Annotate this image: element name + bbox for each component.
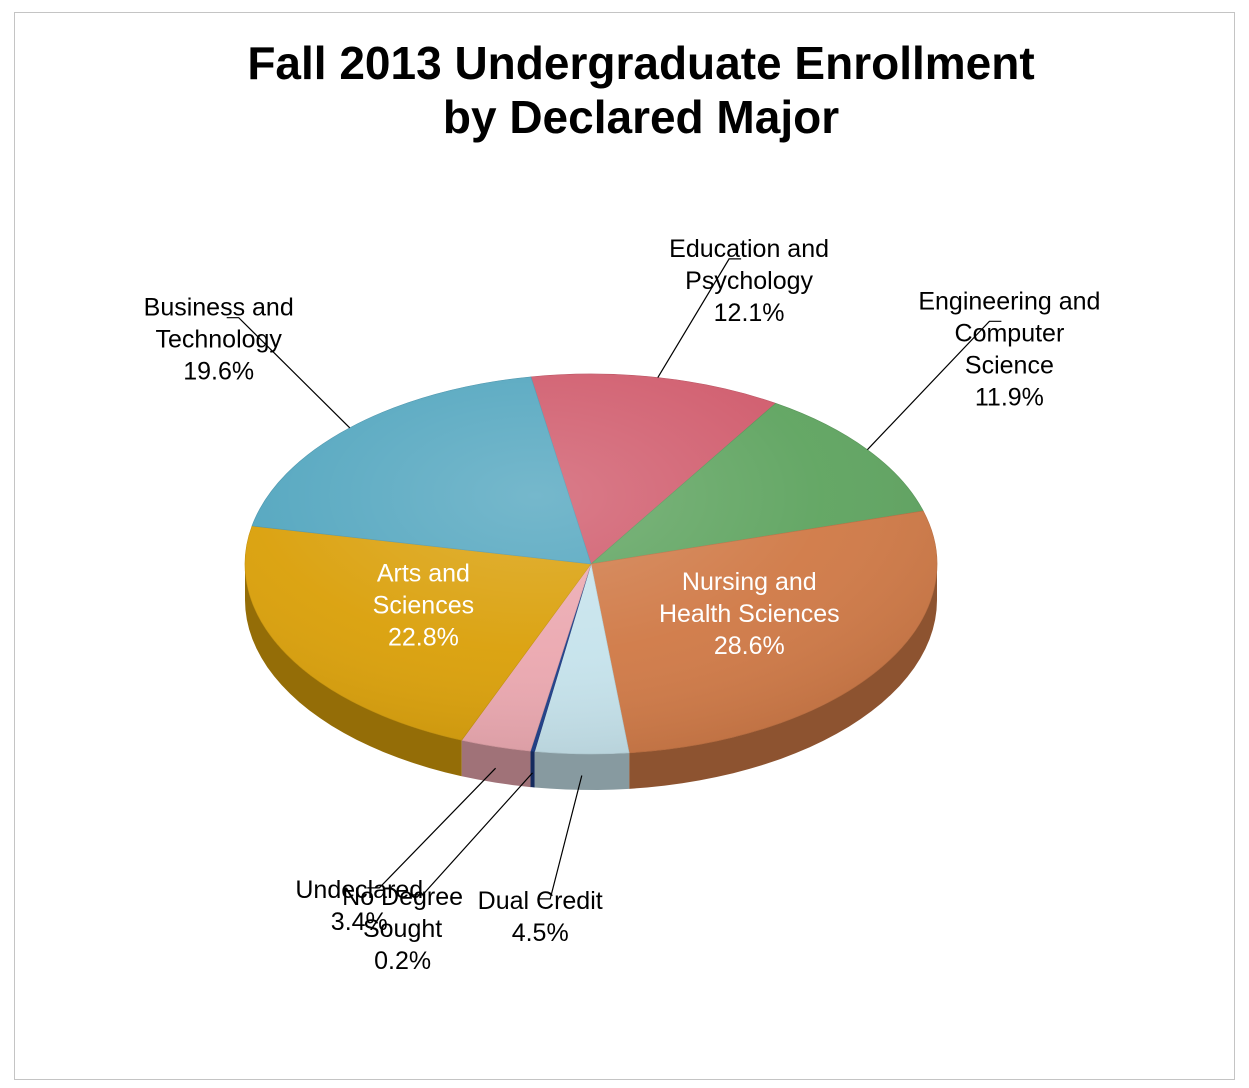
chart-area: Fall 2013 Undergraduate Enrollment by De… — [14, 12, 1235, 1080]
data-label-percent: 0.2% — [374, 947, 431, 975]
data-label-percent: 11.9% — [975, 383, 1044, 411]
leader-line-business-and-technology — [226, 317, 351, 429]
pie-side-dual-credit — [534, 751, 630, 790]
data-label-line: Science — [965, 351, 1054, 379]
data-label-line: Arts and — [377, 560, 470, 588]
data-label-line: No Degree — [342, 883, 463, 911]
pie-chart: Fall 2013 Undergraduate Enrollment by De… — [144, 37, 1101, 975]
data-label-line: Technology — [155, 326, 282, 354]
data-label-line: Business and — [144, 294, 294, 322]
data-label-percent: 22.8% — [388, 624, 459, 652]
data-label-undeclared: Undeclared 3.4% — [295, 876, 423, 936]
data-label-line: Nursing and — [682, 568, 817, 596]
chart-title-line-1: Fall 2013 Undergraduate Enrollment — [247, 37, 1034, 89]
data-label-percent: 28.6% — [714, 632, 785, 660]
data-label-percent: 4.5% — [512, 919, 569, 947]
data-label-line: Undeclared — [295, 876, 423, 904]
leader-line-dual-credit — [538, 775, 583, 900]
data-label-dual-credit: Dual Credit 4.5% — [478, 887, 603, 947]
data-label-line: Engineering and — [918, 287, 1100, 315]
leader-line-undeclared — [367, 767, 497, 889]
data-label-arts-and-sciences: Arts and Sciences 22.8% — [373, 560, 474, 652]
data-label-line: Sciences — [373, 592, 474, 620]
data-label-nursing-and-health-sciences: Nursing and Health Sciences 28.6% — [659, 568, 840, 660]
data-label-percent: 3.4% — [331, 908, 388, 936]
data-label-business-and-technology: Business and Technology 19.6% — [144, 294, 294, 386]
data-label-engineering-and-computer-science: Engineering and Computer Science 11.9% — [918, 287, 1100, 411]
data-label-line: Dual Credit — [478, 887, 603, 915]
pie-side-no-degree-sought — [530, 751, 535, 788]
data-label-percent: 19.6% — [183, 358, 254, 386]
data-label-line: Computer — [955, 319, 1065, 347]
data-label-line: Sought — [363, 915, 442, 943]
leader-line-education-and-psychology — [657, 258, 742, 378]
leader-line-engineering-and-computer-science — [866, 320, 1002, 451]
data-label-no-degree-sought: No Degree Sought 0.2% — [342, 883, 463, 975]
chart-title-line-2: by Declared Major — [443, 91, 839, 143]
data-label-line: Psychology — [685, 267, 813, 295]
data-label-percent: 12.1% — [714, 299, 785, 327]
leader-line-no-degree-sought — [410, 772, 533, 896]
data-label-line: Health Sciences — [659, 600, 840, 628]
data-label-education-and-psychology: Education and Psychology 12.1% — [669, 235, 829, 327]
data-label-line: Education and — [669, 235, 829, 263]
